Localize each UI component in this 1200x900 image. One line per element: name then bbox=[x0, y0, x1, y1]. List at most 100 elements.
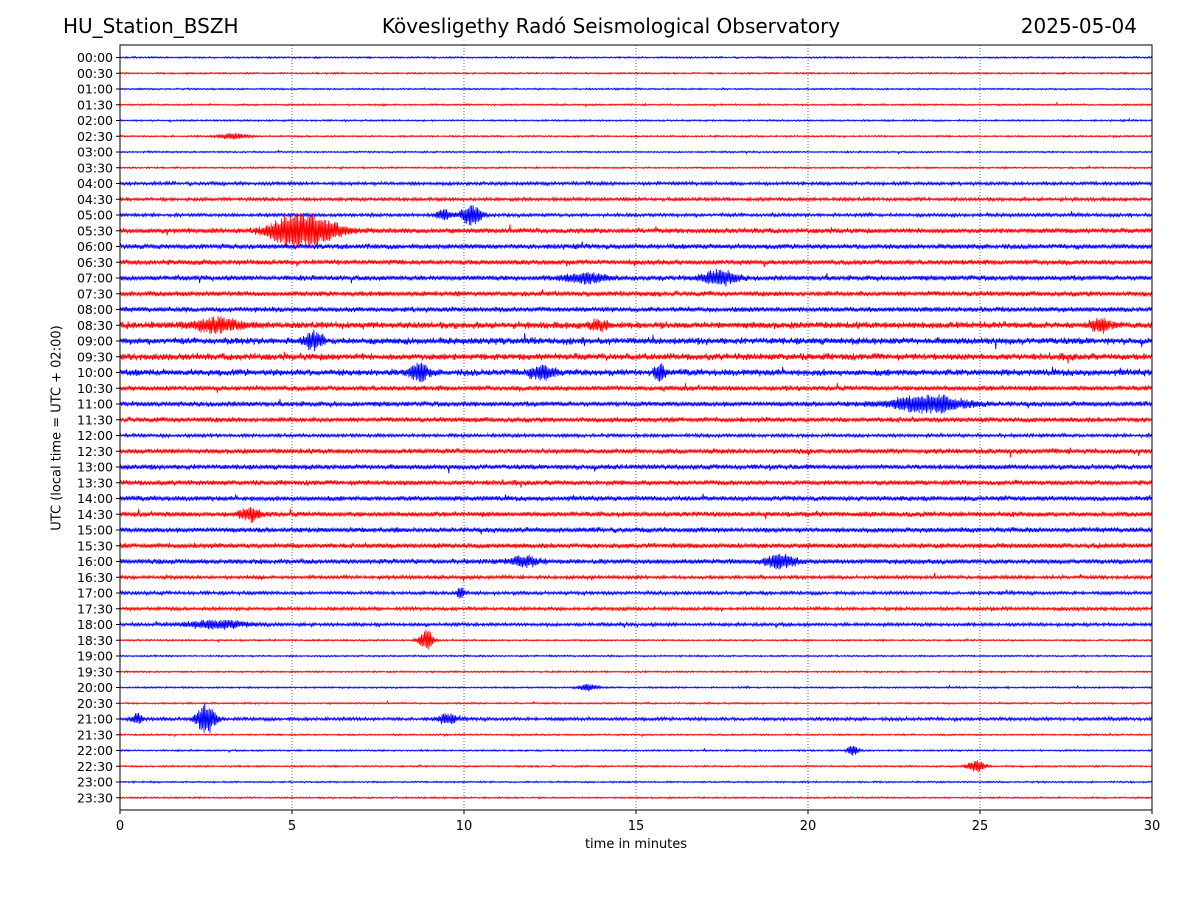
trace-2300 bbox=[119, 780, 1153, 784]
chart-title: Kövesligethy Radó Seismological Observat… bbox=[381, 14, 841, 38]
trace-0730 bbox=[119, 289, 1153, 298]
trace-0100 bbox=[119, 87, 1153, 91]
y-tick-label: 22:30 bbox=[77, 759, 113, 774]
trace-2330 bbox=[119, 795, 1153, 800]
y-tick-label: 19:30 bbox=[77, 664, 113, 679]
trace-0930 bbox=[119, 351, 1153, 364]
x-tick-label: 30 bbox=[1144, 819, 1161, 834]
y-tick-label: 10:00 bbox=[77, 365, 113, 380]
y-tick-label: 14:00 bbox=[77, 491, 113, 506]
trace-0700 bbox=[119, 268, 1153, 287]
y-tick-label: 17:00 bbox=[77, 586, 113, 601]
station-name: HU_Station_BSZH bbox=[63, 14, 239, 38]
y-tick-label: 23:00 bbox=[77, 775, 113, 790]
y-tick-label: 19:00 bbox=[77, 649, 113, 664]
trace-0200 bbox=[119, 117, 1153, 124]
y-tick-label: 18:00 bbox=[77, 617, 113, 632]
y-tick-label: 07:00 bbox=[77, 271, 113, 286]
plot-frame bbox=[119, 44, 1153, 811]
x-tick-label: 5 bbox=[288, 819, 296, 834]
y-tick-label: 16:30 bbox=[77, 570, 113, 585]
x-tick-label: 15 bbox=[628, 819, 645, 834]
trace-1200 bbox=[119, 432, 1153, 439]
trace-2200 bbox=[119, 745, 1153, 756]
trace-1030 bbox=[119, 382, 1153, 394]
y-tick-label: 06:00 bbox=[77, 239, 113, 254]
trace-0430 bbox=[119, 195, 1153, 203]
y-tick-label: 11:30 bbox=[77, 412, 113, 427]
trace-0400 bbox=[119, 179, 1153, 188]
trace-2130 bbox=[119, 731, 1153, 738]
x-tick-label: 0 bbox=[116, 819, 124, 834]
y-tick-label: 17:30 bbox=[77, 601, 113, 616]
trace-0230 bbox=[119, 132, 1153, 140]
trace-2230 bbox=[119, 760, 1153, 773]
y-tick-label: 23:30 bbox=[77, 790, 113, 805]
chart-date: 2025-05-04 bbox=[1020, 14, 1137, 38]
x-tick-label: 20 bbox=[800, 819, 817, 834]
y-tick-label: 09:30 bbox=[77, 349, 113, 364]
trace-1500 bbox=[119, 526, 1153, 535]
y-tick-label: 11:00 bbox=[77, 397, 113, 412]
y-tick-label: 10:30 bbox=[77, 381, 113, 396]
y-tick-label: 13:30 bbox=[77, 475, 113, 490]
y-tick-label: 06:30 bbox=[77, 255, 113, 270]
trace-0600 bbox=[119, 241, 1153, 251]
y-tick-label: 04:30 bbox=[77, 192, 113, 207]
y-tick-label: 03:00 bbox=[77, 145, 113, 160]
y-tick-label: 08:30 bbox=[77, 318, 113, 333]
trace-0330 bbox=[119, 165, 1153, 171]
trace-1330 bbox=[119, 479, 1153, 488]
trace-1830 bbox=[119, 629, 1153, 650]
trace-0130 bbox=[119, 101, 1153, 109]
y-tick-label: 15:30 bbox=[77, 538, 113, 553]
trace-2100 bbox=[119, 703, 1153, 733]
y-tick-label: 01:30 bbox=[77, 97, 113, 112]
trace-1630 bbox=[119, 572, 1153, 582]
trace-0830 bbox=[119, 316, 1153, 335]
trace-1800 bbox=[119, 619, 1153, 630]
trace-1530 bbox=[119, 542, 1153, 550]
y-tick-label: 18:30 bbox=[77, 633, 113, 648]
y-tick-label: 00:30 bbox=[77, 66, 113, 81]
trace-0300 bbox=[119, 149, 1153, 155]
y-tick-label: 07:30 bbox=[77, 286, 113, 301]
trace-0000 bbox=[119, 55, 1153, 60]
trace-0900 bbox=[119, 329, 1153, 352]
y-tick-label: 05:00 bbox=[77, 208, 113, 223]
trace-1100 bbox=[119, 394, 1153, 414]
trace-1930 bbox=[119, 669, 1153, 674]
grid-layer bbox=[291, 45, 981, 810]
y-tick-label: 22:00 bbox=[77, 743, 113, 758]
trace-0030 bbox=[119, 71, 1153, 76]
y-tick-label: 04:00 bbox=[77, 176, 113, 191]
y-tick-label: 21:00 bbox=[77, 712, 113, 727]
trace-0530 bbox=[119, 213, 1153, 249]
trace-0500 bbox=[119, 205, 1153, 226]
y-tick-label: 16:00 bbox=[77, 554, 113, 569]
y-tick-label: 20:00 bbox=[77, 680, 113, 695]
trace-1900 bbox=[119, 654, 1153, 658]
x-tick-label: 10 bbox=[456, 819, 473, 834]
trace-layer bbox=[119, 55, 1153, 800]
y-tick-label: 05:30 bbox=[77, 223, 113, 238]
y-tick-label: 14:30 bbox=[77, 507, 113, 522]
trace-2030 bbox=[119, 699, 1153, 706]
y-tick-label: 00:00 bbox=[77, 50, 113, 65]
trace-1700 bbox=[119, 587, 1153, 599]
y-tick-label: 13:00 bbox=[77, 460, 113, 475]
y-tick-label: 03:30 bbox=[77, 160, 113, 175]
trace-1430 bbox=[119, 507, 1153, 523]
axis-layer: 0 5 10 15 20 25 30 00:0000:3001:0001:3002:0002:… bbox=[77, 50, 1160, 834]
y-tick-label: 01:00 bbox=[77, 82, 113, 97]
y-tick-label: 12:30 bbox=[77, 444, 113, 459]
trace-2000 bbox=[119, 683, 1153, 692]
y-axis-label: UTC (local time = UTC + 02:00) bbox=[49, 325, 65, 531]
trace-1600 bbox=[119, 553, 1153, 570]
trace-0800 bbox=[119, 305, 1153, 314]
x-tick-label: 25 bbox=[972, 819, 989, 834]
trace-1300 bbox=[119, 463, 1153, 474]
y-tick-label: 12:00 bbox=[77, 428, 113, 443]
y-tick-label: 09:00 bbox=[77, 334, 113, 349]
trace-1400 bbox=[119, 493, 1153, 502]
